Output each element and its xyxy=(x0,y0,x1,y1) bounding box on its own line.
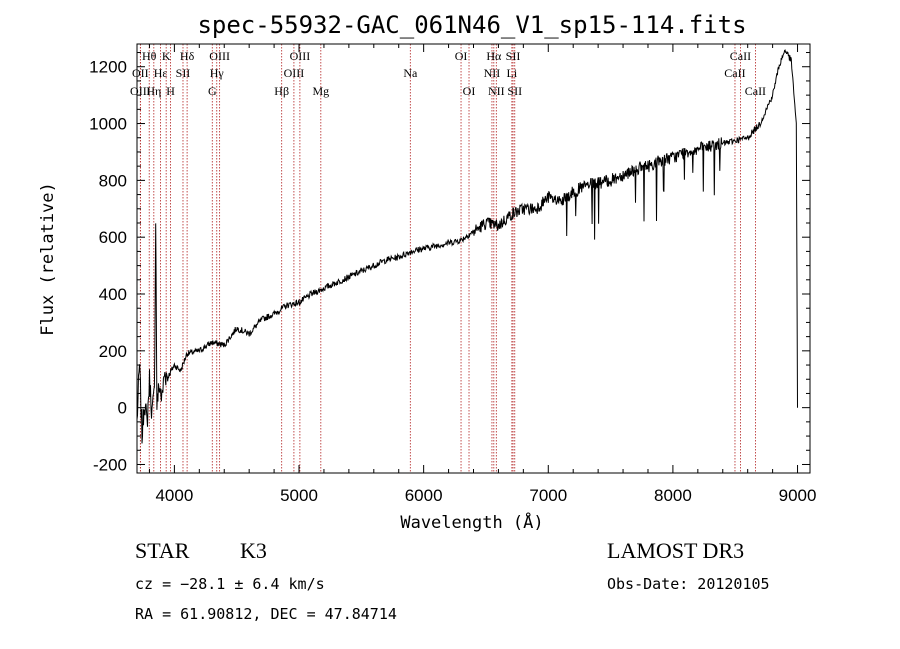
x-tick-label: 7000 xyxy=(529,486,567,505)
y-tick-label: -200 xyxy=(93,455,127,474)
survey-label: LAMOST DR3 xyxy=(607,538,744,563)
spectral-line-label: Na xyxy=(403,66,418,80)
spectral-line-label: OIII xyxy=(130,84,151,98)
plot-frame xyxy=(136,43,811,474)
y-tick-label: 800 xyxy=(99,171,127,190)
spectral-line-label: OIII xyxy=(290,49,311,63)
x-tick-label: 4000 xyxy=(155,486,193,505)
spectral-line-label: Hε xyxy=(154,66,168,80)
spectral-line-label: G xyxy=(208,84,217,98)
x-tick-label: 5000 xyxy=(280,486,318,505)
x-axis-label: Wavelength (Å) xyxy=(400,511,543,533)
spectral-line-label: Hη xyxy=(146,84,161,98)
cz-value: cz = −28.1 ± 6.4 km/s xyxy=(135,575,325,593)
chart-title: spec-55932-GAC_061N46_V1_sp15-114.fits xyxy=(197,11,746,39)
spectrum-line xyxy=(136,49,798,444)
y-tick-label: 0 xyxy=(118,399,127,418)
y-tick-label: 200 xyxy=(99,342,127,361)
spectral-line-label: OIII xyxy=(284,66,305,80)
spectral-line-label: NII xyxy=(488,84,505,98)
spectral-line-label: Li xyxy=(507,66,518,80)
y-tick-label: 600 xyxy=(99,228,127,247)
spectral-line-label: K xyxy=(162,49,171,63)
spectral-line-label: SII xyxy=(507,84,522,98)
spectral-line-label: OI xyxy=(463,84,476,98)
x-tick-label: 6000 xyxy=(405,486,443,505)
spectral-line-label: Hγ xyxy=(210,66,225,80)
x-tick-label: 9000 xyxy=(779,486,817,505)
spectral-line-label: Hα xyxy=(486,49,502,63)
spectral-line-label: Hθ xyxy=(142,49,157,63)
spectral-line-label: CaII xyxy=(730,49,751,63)
spectral-line-label: OI xyxy=(455,49,468,63)
y-tick-label: 1200 xyxy=(89,58,127,77)
spectral-line-label: H xyxy=(166,84,175,98)
spectral-line-label: Hβ xyxy=(274,84,289,98)
spectral-line-labels: Hθ K Hδ OIII OIII OI Hα SII CaII OII Hε SII Hγ OIII Na… xyxy=(130,49,766,98)
y-tick-label: 1000 xyxy=(89,115,127,134)
spectral-line-label: NII xyxy=(484,66,501,80)
axis-ticks: 4000 5000 6000 7000 8000 9000 -200 0 200 400 600 80… xyxy=(89,44,816,505)
object-class: STAR xyxy=(135,538,190,563)
spectral-line-label: Mg xyxy=(312,84,329,98)
spectral-line-label: SII xyxy=(176,66,191,80)
spectrum-series xyxy=(136,49,798,444)
ra-dec: RA = 61.90812, DEC = 47.84714 xyxy=(135,605,397,623)
y-axis-label: Flux (relative) xyxy=(38,182,58,336)
spectral-line-label: SII xyxy=(506,49,521,63)
y-tick-label: 400 xyxy=(99,285,127,304)
spectral-line-label: CaII xyxy=(745,84,766,98)
object-subclass: K3 xyxy=(240,538,267,563)
spectral-line-label: OIII xyxy=(209,49,230,63)
spectral-line-label: OII xyxy=(132,66,149,80)
spectral-line-label: CaII xyxy=(724,66,745,80)
spectral-line-markers xyxy=(139,44,756,473)
spectral-line-label: Hδ xyxy=(180,49,195,63)
x-tick-label: 8000 xyxy=(654,486,692,505)
obs-date: Obs-Date: 20120105 xyxy=(607,575,770,593)
